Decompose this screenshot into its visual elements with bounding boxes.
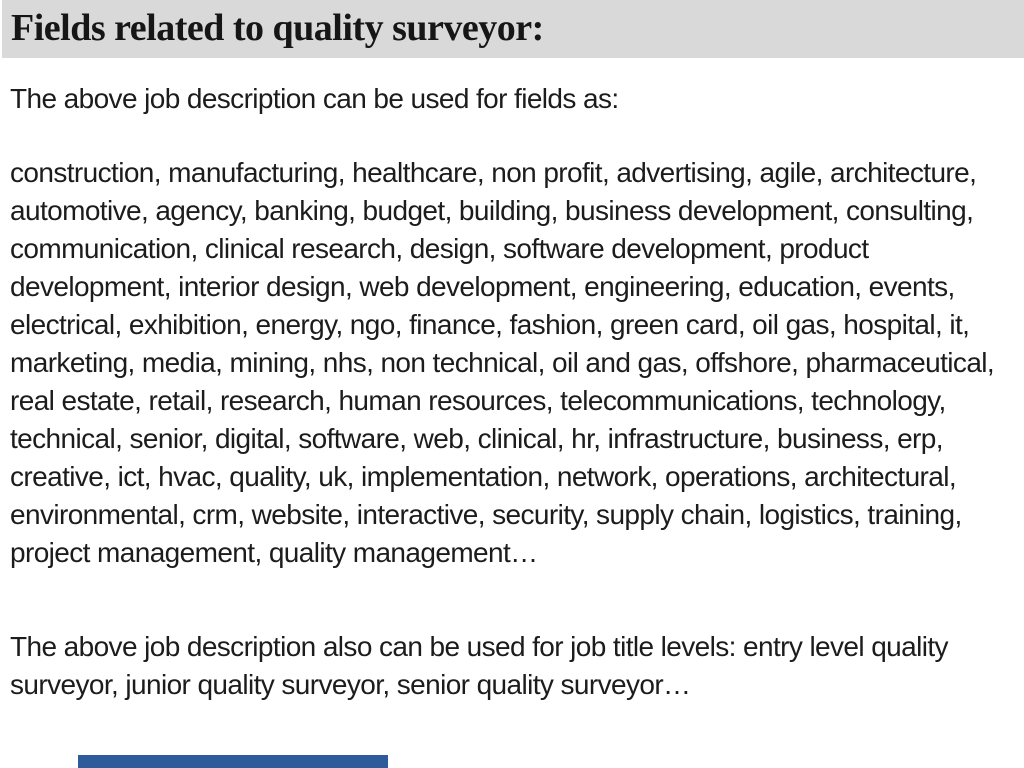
progress-bar[interactable] [78,755,388,768]
fields-paragraph: construction, manufacturing, healthcare,… [10,157,995,568]
levels-paragraph: The above job description also can be us… [10,631,949,700]
progress-track [0,755,1024,768]
intro-paragraph: The above job description can be used fo… [10,83,619,114]
slide-header: Fields related to quality surveyor: [2,0,1024,58]
slide-body: The above job description can be used fo… [0,58,1024,768]
page-title: Fields related to quality surveyor: [11,7,544,49]
